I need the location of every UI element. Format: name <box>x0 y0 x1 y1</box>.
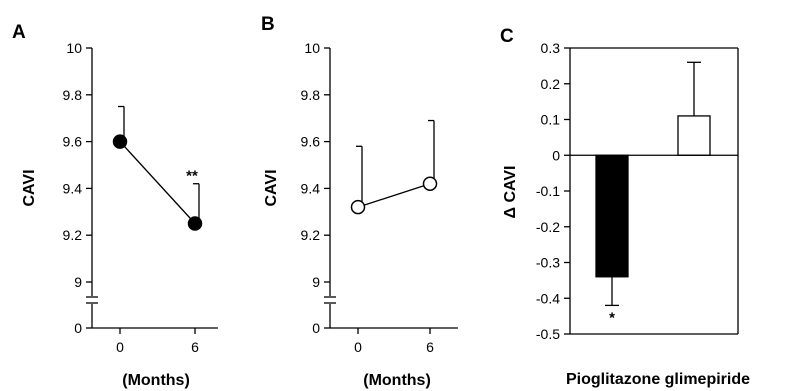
panel-c-significance-0: * <box>609 309 615 326</box>
panel-b-letter: B <box>261 14 275 35</box>
panel-b-ytick-label-2: 9.2 <box>301 227 321 243</box>
panel-c-ytick-label-1: 0.2 <box>541 76 561 92</box>
panel-a-series-line <box>119 141 196 224</box>
panel-c-bar-1 <box>677 115 711 156</box>
panel-a-ytick-label-3: 9.4 <box>63 180 83 196</box>
panel-a-point-0 <box>112 134 128 149</box>
panel-a-y-axis-title: CAVI <box>21 169 38 206</box>
panel-b-xtick-label-1: 6 <box>426 339 434 355</box>
panel-a-ytick-label-1: 9 <box>74 274 82 290</box>
panel-a-ytick-label-6: 10 <box>66 40 82 56</box>
panel-b-ytick-label-3: 9.4 <box>301 180 321 196</box>
panel-b: B 0 9 9.2 9.4 9.6 9.8 10 0 6 CAVI (Months) <box>261 14 458 389</box>
panel-a-x-axis-title: (Months) <box>122 372 190 389</box>
panel-b-series-line <box>357 183 431 208</box>
panel-c-ytick-label-6: -0.3 <box>536 255 560 271</box>
panel-b-point-1 <box>422 176 438 191</box>
panel-c-x-axis-title: Pioglitazone glimepiride <box>566 371 750 388</box>
panel-c-bar-0 <box>595 154 629 278</box>
panel-b-point-0 <box>350 199 366 215</box>
panel-a-ytick-label-5: 9.8 <box>63 87 83 103</box>
panel-b-y-axis-title: CAVI <box>263 169 280 206</box>
panel-c-ytick-label-3: 0 <box>552 147 560 163</box>
panel-c-letter: C <box>500 26 514 47</box>
panel-b-ytick-label-6: 10 <box>304 40 320 56</box>
panel-a-ytick-label-0: 0 <box>74 320 82 336</box>
panel-b-xtick-label-0: 0 <box>354 339 362 355</box>
panel-a-ytick-label-4: 9.6 <box>63 134 83 150</box>
panel-a: A 0 9 9.2 9.4 9.6 9.8 10 0 6 ** CAVI (Months) <box>12 22 218 389</box>
panel-c-ytick-label-0: 0.3 <box>541 40 561 56</box>
panel-b-ytick-label-0: 0 <box>312 320 320 336</box>
panel-b-x-axis-title: (Months) <box>363 372 431 389</box>
panel-c-ytick-label-4: -0.1 <box>536 183 560 199</box>
panel-a-point-1 <box>187 216 203 231</box>
panel-a-ytick-label-2: 9.2 <box>63 227 83 243</box>
panel-b-ytick-label-4: 9.6 <box>301 134 321 150</box>
panel-a-xtick-label-0: 0 <box>116 339 124 355</box>
panel-c-y-axis-title: Δ CAVI <box>502 166 519 219</box>
panel-c: C * 0.3 0.2 0.1 0 -0.1 -0.2 -0.3 -0.4 -0.5 Δ CAV… <box>500 26 750 388</box>
panel-c-ytick-label-8: -0.5 <box>536 326 560 342</box>
panel-c-ytick-label-5: -0.2 <box>536 219 560 235</box>
panel-a-significance-0: ** <box>186 168 198 185</box>
panel-b-ytick-label-1: 9 <box>312 274 320 290</box>
panel-c-ytick-label-2: 0.1 <box>541 112 561 128</box>
panel-b-ytick-label-5: 9.8 <box>301 87 321 103</box>
panel-a-letter: A <box>12 22 26 43</box>
panel-a-xtick-label-1: 6 <box>191 339 199 355</box>
panel-c-ytick-label-7: -0.4 <box>536 290 560 306</box>
